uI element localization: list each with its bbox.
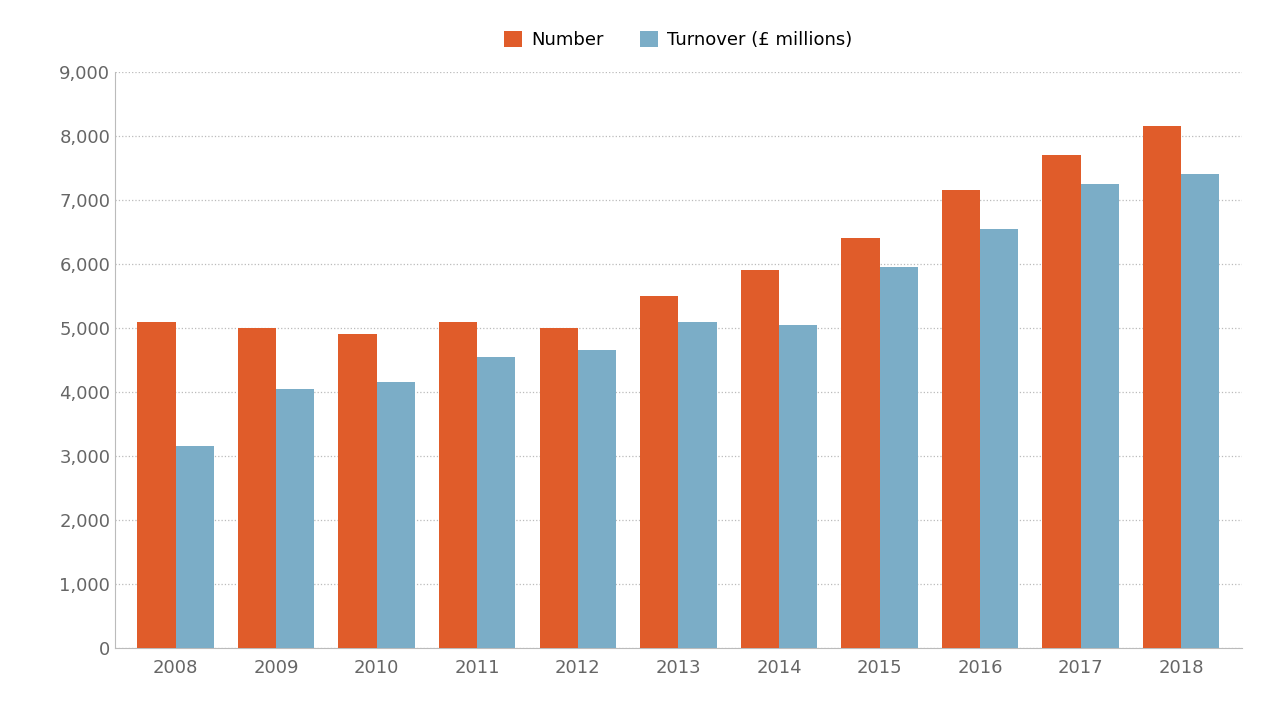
- Bar: [477, 357, 516, 648]
- Bar: [640, 296, 678, 648]
- Bar: [338, 334, 376, 648]
- Bar: [741, 271, 780, 648]
- Bar: [137, 322, 175, 648]
- Bar: [439, 322, 477, 648]
- Bar: [942, 190, 980, 648]
- Bar: [980, 229, 1019, 648]
- Bar: [841, 238, 879, 648]
- Bar: [879, 267, 918, 648]
- Bar: [238, 328, 276, 648]
- Bar: [1181, 174, 1220, 648]
- Bar: [1143, 127, 1181, 648]
- Bar: [540, 328, 577, 648]
- Legend: Number, Turnover (£ millions): Number, Turnover (£ millions): [497, 24, 860, 56]
- Bar: [276, 389, 315, 648]
- Bar: [1042, 156, 1080, 648]
- Bar: [577, 351, 616, 648]
- Bar: [678, 322, 717, 648]
- Bar: [175, 446, 214, 648]
- Bar: [1080, 184, 1119, 648]
- Bar: [780, 325, 817, 648]
- Bar: [376, 382, 415, 648]
